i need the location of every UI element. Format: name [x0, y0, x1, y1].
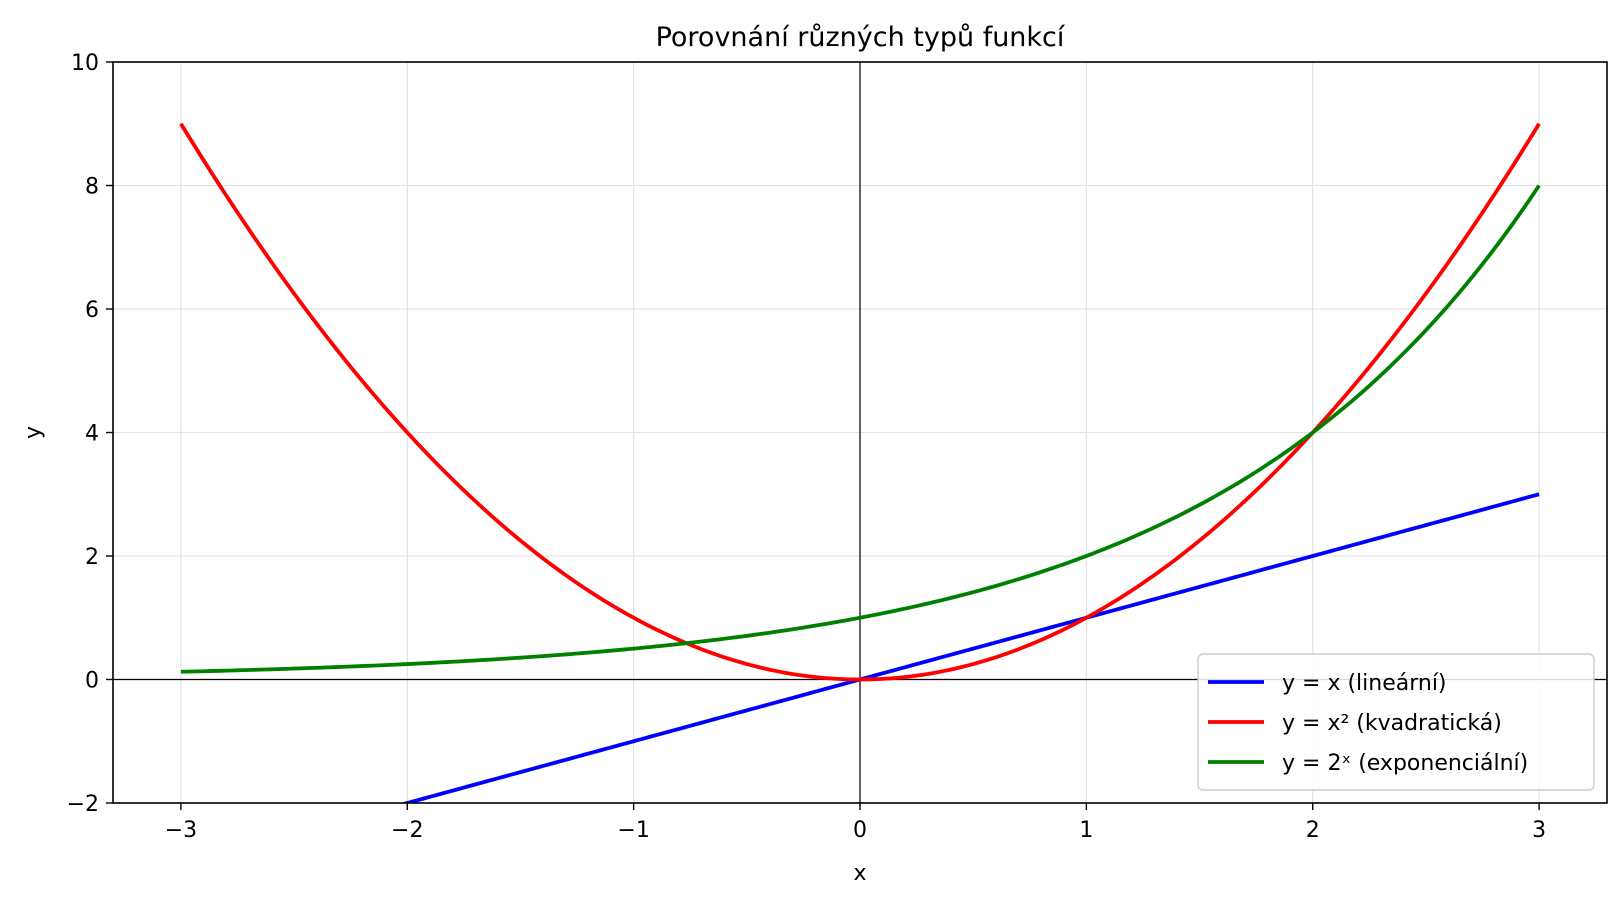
legend: y = x (lineární) y = x² (kvadratická) y = …: [1197, 653, 1595, 791]
x-axis-label: x: [853, 861, 866, 886]
x-tick-label: 2: [1306, 818, 1320, 843]
x-tick-label: 3: [1532, 818, 1546, 843]
y-tick-label: 10: [71, 51, 99, 76]
legend-label-1: y = x (lineární): [1282, 671, 1447, 696]
y-tick-label: 0: [85, 669, 99, 694]
x-tick-label: 1: [1079, 818, 1093, 843]
y-tick-label: −2: [67, 792, 99, 817]
legend-box: [1197, 653, 1595, 791]
series-layer: [179, 122, 1541, 803]
legend-label-3: y = 2ˣ (exponenciální): [1282, 751, 1528, 776]
y-tick-label: 4: [85, 422, 99, 447]
chart-title: Porovnání různých typů funkcí: [656, 22, 1066, 53]
x-tick-label: 0: [853, 818, 867, 843]
legend-label-2: y = x² (kvadratická): [1282, 711, 1502, 736]
x-tick-label: −1: [617, 818, 649, 843]
y-tick-label: 6: [85, 298, 99, 323]
x-tick-label: −3: [165, 818, 197, 843]
series-line-3: [180, 184, 1541, 674]
y-axis-label: y: [21, 426, 46, 439]
x-axis-ticks: −3 −2 −1 0 1 2 3: [165, 803, 1546, 843]
y-axis-ticks: −2 0 2 4 6 8 10: [67, 51, 113, 817]
y-tick-label: 8: [85, 175, 99, 200]
x-tick-label: −2: [391, 818, 423, 843]
y-tick-label: 2: [85, 545, 99, 570]
